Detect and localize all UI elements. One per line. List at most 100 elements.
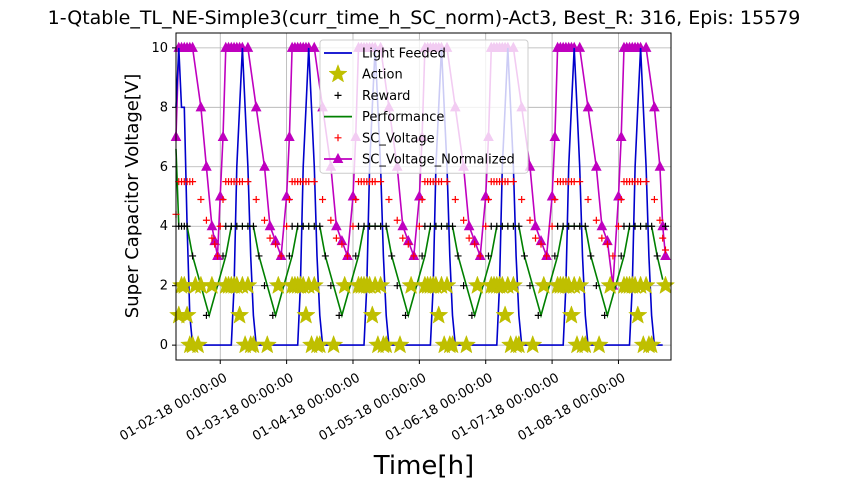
data-point-sc-voltage-normalized bbox=[463, 220, 475, 231]
data-point-reward bbox=[402, 311, 410, 319]
data-point-sc-voltage bbox=[484, 195, 492, 203]
data-point-reward bbox=[587, 252, 595, 260]
data-point-sc-voltage bbox=[518, 195, 526, 203]
data-point-sc-voltage bbox=[211, 240, 219, 248]
data-point-sc-voltage bbox=[531, 234, 539, 242]
data-point-sc-voltage bbox=[465, 234, 473, 242]
data-point-sc-voltage bbox=[285, 195, 293, 203]
y-ticks: 0 2 4 6 8 10 bbox=[151, 41, 176, 353]
data-point-sc-voltage bbox=[393, 216, 401, 224]
data-point-reward bbox=[269, 311, 277, 319]
data-point-sc-voltage bbox=[219, 195, 227, 203]
data-point-action bbox=[229, 305, 250, 324]
data-point-reward bbox=[617, 252, 625, 260]
chart-title: 1-Qtable_TL_NE-Simple3(curr_time_h_SC_no… bbox=[48, 7, 801, 29]
data-point-sc-voltage bbox=[252, 195, 260, 203]
data-point-reward bbox=[189, 252, 197, 260]
data-point-sc-voltage-normalized bbox=[206, 220, 218, 231]
data-point-sc-voltage bbox=[548, 222, 556, 230]
legend-label: Light Feeded bbox=[362, 47, 446, 62]
data-point-sc-voltage bbox=[451, 195, 459, 203]
data-point-sc-voltage bbox=[476, 252, 484, 260]
data-point-sc-voltage-normalized bbox=[201, 160, 212, 171]
data-point-reward bbox=[388, 252, 396, 260]
data-point-sc-voltage bbox=[272, 240, 280, 248]
data-point-sc-voltage bbox=[543, 252, 551, 260]
data-point-reward bbox=[335, 311, 343, 319]
data-point-sc-voltage-normalized bbox=[308, 41, 320, 52]
data-point-sc-voltage-normalized bbox=[574, 41, 586, 52]
data-point-sc-voltage bbox=[332, 234, 340, 242]
data-point-action bbox=[570, 275, 590, 294]
data-point-sc-voltage bbox=[460, 216, 468, 224]
data-point-sc-voltage bbox=[266, 234, 274, 242]
data-point-sc-voltage bbox=[576, 178, 584, 186]
data-point-action bbox=[641, 334, 662, 354]
data-point-sc-voltage-normalized bbox=[217, 130, 229, 142]
legend-item-sc-voltage: SC_Voltage bbox=[334, 131, 435, 146]
data-point-reward bbox=[601, 311, 609, 319]
data-point-sc-voltage bbox=[385, 195, 393, 203]
data-point-action bbox=[523, 334, 543, 354]
data-point-sc-voltage bbox=[260, 216, 268, 224]
legend-item-performance: Performance bbox=[324, 110, 444, 125]
data-point-sc-voltage-normalized bbox=[640, 41, 652, 52]
data-point-sc-voltage bbox=[404, 240, 412, 248]
data-point-sc-voltage-normalized bbox=[242, 41, 254, 52]
data-point-sc-voltage bbox=[609, 252, 617, 260]
data-point-reward bbox=[454, 252, 462, 260]
x-axis-label: Time[h] bbox=[373, 451, 474, 481]
data-point-action bbox=[561, 305, 582, 324]
legend-item-reward: Reward bbox=[334, 89, 410, 104]
y-tick-label: 4 bbox=[160, 219, 168, 234]
data-point-sc-voltage bbox=[415, 222, 423, 230]
data-point-sc-voltage-normalized bbox=[615, 130, 627, 142]
data-point-sc-voltage-normalized bbox=[582, 101, 594, 112]
series-sc-voltage bbox=[172, 178, 669, 260]
data-point-reward bbox=[520, 252, 528, 260]
data-point-reward bbox=[321, 252, 329, 260]
data-point-action bbox=[495, 305, 515, 324]
data-point-sc-voltage bbox=[617, 195, 625, 203]
data-point-reward bbox=[515, 222, 523, 230]
data-point-sc-voltage bbox=[603, 240, 611, 248]
data-point-action bbox=[362, 305, 383, 324]
x-tick-label: 01-02-18 00:00:00 bbox=[117, 371, 230, 445]
legend-label: Action bbox=[362, 68, 403, 83]
data-point-sc-voltage bbox=[614, 222, 622, 230]
data-point-sc-voltage-normalized bbox=[259, 160, 270, 171]
data-point-reward bbox=[648, 222, 656, 230]
data-point-sc-voltage bbox=[443, 178, 451, 186]
data-point-reward bbox=[661, 222, 669, 230]
data-point-sc-voltage-normalized bbox=[591, 160, 602, 171]
data-point-reward bbox=[202, 311, 210, 319]
x-tick-label: 01-05-18 00:00:00 bbox=[316, 371, 429, 445]
data-point-sc-voltage-normalized bbox=[596, 220, 608, 231]
data-point-reward bbox=[484, 252, 492, 260]
data-point-reward bbox=[285, 252, 293, 260]
data-point-action bbox=[503, 275, 524, 294]
data-point-sc-voltage-normalized bbox=[649, 101, 660, 112]
data-point-action bbox=[304, 275, 324, 294]
data-point-sc-voltage-normalized bbox=[264, 220, 276, 231]
x-tick-label: 01-08-18 00:00:00 bbox=[516, 371, 629, 445]
data-point-sc-voltage bbox=[319, 195, 327, 203]
data-point-sc-voltage bbox=[197, 195, 205, 203]
data-point-reward bbox=[316, 222, 324, 230]
data-point-sc-voltage bbox=[244, 178, 252, 186]
legend: Light Feeded Action Reward Performance SC_Vo… bbox=[319, 39, 529, 174]
data-point-sc-voltage bbox=[650, 195, 658, 203]
data-point-reward bbox=[468, 311, 476, 319]
legend-box bbox=[319, 39, 529, 174]
data-point-action bbox=[429, 305, 449, 324]
x-tick-label: 01-07-18 00:00:00 bbox=[449, 371, 562, 445]
legend-swatch-marker bbox=[332, 152, 344, 163]
data-point-sc-voltage bbox=[661, 246, 669, 254]
data-point-action bbox=[296, 305, 316, 324]
data-point-sc-voltage bbox=[656, 216, 664, 224]
x-tick-label: 01-04-18 00:00:00 bbox=[250, 371, 363, 445]
data-point-sc-voltage bbox=[216, 222, 224, 230]
data-point-sc-voltage-normalized bbox=[654, 160, 666, 171]
